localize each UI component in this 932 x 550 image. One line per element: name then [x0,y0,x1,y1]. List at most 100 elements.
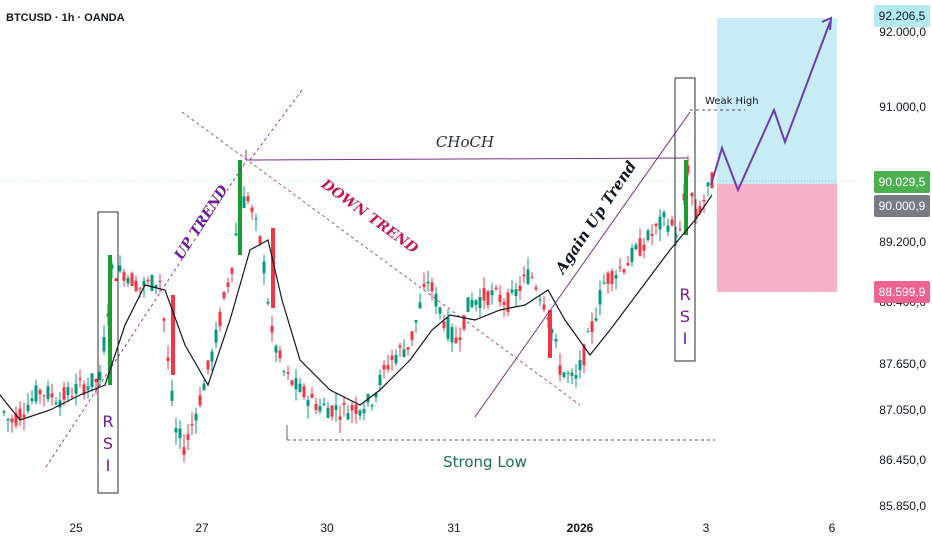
candle-body [26,404,30,412]
candle-body [266,301,270,304]
candle-body [314,403,318,410]
candle-body [394,354,398,364]
candle-body [538,299,542,301]
candle-body [278,350,282,359]
candle-body [142,280,146,287]
candle-body [378,374,382,385]
time-tick-label: 25 [69,521,83,535]
impulse-candle [108,255,112,385]
candle-body [74,383,78,394]
candle-body [450,327,454,343]
candle-body [310,393,314,398]
candle-body [198,395,202,406]
candle-body [102,337,106,352]
up-trend-extension [249,89,303,161]
candle-body [578,360,582,370]
candle-body [674,234,678,238]
candle-body [446,317,450,339]
candle-body [582,344,586,366]
candle-body [282,371,286,373]
rsi-right-letter: I [683,329,688,348]
candle-body [346,413,350,420]
candle-body [150,275,154,291]
candle-body [410,331,414,340]
candle-body [478,297,482,308]
candle-body [294,378,298,390]
impulse-candle [171,295,175,375]
candle-body [630,247,634,262]
candle-body [650,233,654,236]
price-tick-label: 89.200,0 [879,235,926,249]
candle-body [230,267,234,274]
candle-body [514,289,518,297]
price-tick-label: 91.000,0 [879,100,926,114]
candle-body [362,409,366,414]
candle-body [574,375,578,379]
stop-price-tag: 88.599,9 [874,281,930,303]
candle-body [250,207,254,213]
candle-body [46,386,50,400]
candle-body [534,287,538,290]
candle-body [354,404,358,415]
candle-body [414,320,418,323]
candle-body [626,263,630,266]
candle-body [226,282,230,288]
candle-body [170,390,174,401]
candle-body [174,428,178,433]
candle-body [38,389,42,395]
candle-body [666,225,670,232]
candle-body [98,371,102,381]
candle-body [138,287,142,289]
candle-body [50,393,54,398]
candle-body [54,402,58,405]
target-price-tag: 92.206,5 [874,5,930,27]
candle-body [86,386,90,390]
candle-body [122,272,126,281]
candle-body [622,269,626,273]
rsi-left-letter: I [106,456,111,475]
candle-body [706,182,710,187]
candle-body [654,223,658,226]
candle-body [386,365,390,370]
choch-line [245,157,689,161]
impulse-candle [548,310,552,358]
time-tick-label: 2026 [566,521,594,535]
time-tick-label: 30 [320,521,334,535]
candle-body [158,280,162,282]
impulse-candle [271,228,275,308]
again-up-trend-label: Again Up Trend [551,157,641,278]
symbol-title: BTCUSD · 1h · OANDA [6,12,125,24]
candle-body [398,345,402,348]
candle-body [114,278,118,282]
time-tick-label: 6 [828,521,836,535]
candle-body [2,411,6,413]
candle-body [562,372,566,377]
candle-body [358,410,362,416]
candle-body [702,199,706,202]
candle-body [82,384,86,395]
candle-body [134,280,138,292]
time-tick-label: 31 [447,521,461,535]
candle-body [10,418,14,423]
candle-body [94,379,98,383]
down-trend-label: DOWN TREND [317,176,421,258]
time-tick-label: 3 [702,521,710,535]
candle-body [162,318,166,321]
candle-body [638,238,642,256]
candle-body [494,287,498,290]
candle-body [254,218,258,220]
candle-body [350,405,354,411]
candle-body [490,290,494,296]
candle-body [558,365,562,375]
candle-body [242,196,246,209]
candle-body [670,219,674,226]
candle-body [374,393,378,398]
candle-body [438,307,442,314]
candle-body [34,385,38,402]
candle-body [166,357,170,361]
candle-body [302,386,306,397]
candle-body [418,302,422,309]
candle-body [326,407,330,418]
candle-body [130,273,134,287]
